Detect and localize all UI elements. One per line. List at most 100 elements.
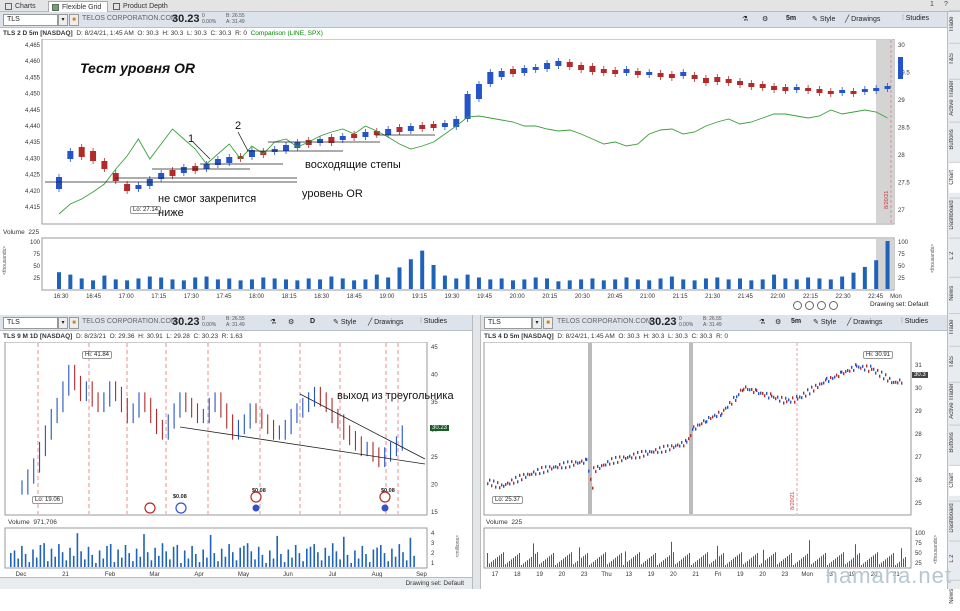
top-price-plot[interactable]: [41, 39, 895, 225]
tab-charts[interactable]: Charts: [2, 1, 44, 12]
br-volume-bar: [553, 553, 554, 567]
br-volume-bar: [821, 556, 822, 567]
bl-symbol-dropdown[interactable]: ▾: [58, 317, 68, 329]
bl-price-plot[interactable]: [4, 342, 428, 516]
side-tab-dashboard[interactable]: Dashboard: [949, 198, 960, 232]
br-drawings-button[interactable]: ╱ Drawings: [847, 319, 883, 326]
volume-bar: [454, 278, 459, 289]
comparison-spx-line: [58, 109, 888, 215]
bl-volume-plot[interactable]: [4, 527, 428, 569]
bl-volume-bar: [165, 551, 167, 567]
br-candle: [825, 378, 827, 382]
br-studies-button[interactable]: ⫶ Studies: [901, 318, 929, 325]
br-symbol-dropdown[interactable]: ▾: [532, 317, 542, 329]
side-tab-t-s[interactable]: T&S: [949, 346, 960, 377]
top-zoom-controls[interactable]: [793, 301, 863, 311]
br-volume-bar: [663, 560, 664, 567]
br-link-icon[interactable]: ■: [543, 317, 553, 329]
bl-studies-button[interactable]: ⫶ Studies: [420, 318, 448, 325]
br-candle: [537, 467, 539, 471]
candle-body: [339, 136, 346, 140]
br-volume-bar: [875, 553, 876, 567]
side-tab-active-trader[interactable]: Active Trader: [949, 382, 960, 420]
bl-volume-bar: [265, 563, 267, 567]
side-tab-buttons[interactable]: Buttons: [949, 425, 960, 459]
br-volume-bar: [789, 554, 790, 567]
symbol-input[interactable]: TLS: [3, 14, 58, 26]
flask-icon[interactable]: ⚗: [742, 16, 749, 23]
bl-flask-icon[interactable]: ⚗: [270, 319, 277, 326]
time-axis-label: 18:30: [314, 294, 330, 300]
help-button[interactable]: ?: [944, 1, 948, 8]
drawings-button[interactable]: ╱ Drawings: [845, 16, 881, 23]
candle-body: [737, 81, 743, 85]
symbol-dropdown[interactable]: ▾: [58, 14, 68, 26]
annotation-level: уровень OR: [302, 188, 363, 200]
studies-button[interactable]: ⫶ Studies: [902, 15, 930, 22]
bl-symbol-input[interactable]: TLS: [3, 317, 58, 329]
side-tab-chart[interactable]: Chart: [949, 465, 960, 496]
br-chart[interactable]: 8/20/21 31 30 29 28 27 26 25 100 75 50 25 17 18 19 2…: [481, 342, 947, 589]
side-tab-l-2[interactable]: L 2: [949, 237, 960, 272]
side-tab-trade[interactable]: Trade: [949, 10, 960, 39]
br-volume-bar: [673, 552, 674, 567]
br-volume-bar: [877, 552, 878, 567]
top-chart[interactable]: 4,465 4,460 4,455 4,450 4,445 4,440 4,435 4,430…: [0, 39, 947, 315]
link-icon[interactable]: ■: [69, 14, 79, 26]
side-tab-trade[interactable]: Trade: [949, 313, 960, 342]
side-tab-dashboard[interactable]: Dashboard: [949, 501, 960, 535]
br-candle: [781, 395, 783, 399]
side-tab-t-s[interactable]: T&S: [949, 43, 960, 74]
zoom-in-icon[interactable]: [805, 301, 814, 310]
br-candle: [592, 486, 594, 490]
br-candle: [889, 376, 891, 380]
bl-volume-bar: [191, 545, 193, 567]
br-candle: [669, 448, 671, 452]
volume-bar: [102, 275, 107, 289]
bl-style-button[interactable]: ✎ Style: [333, 319, 357, 326]
annotation-fail: не смог закрепится: [158, 193, 257, 205]
br-volume-bar: [541, 562, 542, 567]
side-tab-buttons[interactable]: Buttons: [949, 122, 960, 156]
br-gear-icon[interactable]: ⚙: [775, 319, 782, 326]
bl-volume-bar: [91, 554, 93, 567]
br-volume-bar: [757, 553, 758, 567]
bl-volume-bar: [87, 546, 90, 567]
top-drawing-set[interactable]: Drawing set: Default: [870, 301, 929, 308]
pan-icon[interactable]: [793, 301, 802, 310]
window-count[interactable]: 1: [930, 1, 934, 8]
br-style-button[interactable]: ✎ Style: [813, 319, 837, 326]
br-volume-bar: [793, 565, 794, 567]
zoom-out-icon[interactable]: [817, 301, 826, 310]
time-axis-label: 22:15: [803, 294, 819, 300]
bl-gear-icon[interactable]: ⚙: [288, 319, 295, 326]
br-volume-bar: [725, 565, 726, 567]
br-candle: [641, 450, 643, 454]
bl-timeframe-button[interactable]: D: [310, 318, 316, 325]
side-tab-news[interactable]: News: [949, 277, 960, 308]
bl-drawing-set[interactable]: Drawing set: Default: [405, 580, 464, 587]
side-tab-active-trader[interactable]: Active Trader: [949, 79, 960, 117]
time-axis-label: 18:45: [347, 294, 363, 300]
triangle-lower-line[interactable]: [179, 426, 426, 465]
triangle-upper-line[interactable]: [299, 393, 426, 460]
side-tab-chart[interactable]: Chart: [949, 162, 960, 193]
gear-icon[interactable]: ⚙: [762, 16, 769, 23]
bl-link-icon[interactable]: ■: [69, 317, 79, 329]
bl-drawings-button[interactable]: ╱ Drawings: [368, 319, 404, 326]
br-volume-bar: [889, 556, 890, 567]
br-symbol-input[interactable]: TLS: [484, 317, 532, 329]
br-timeframe-button[interactable]: 5m: [791, 318, 802, 325]
tab-product-depth[interactable]: Product Depth: [110, 1, 172, 12]
zoom-reset-icon[interactable]: [829, 301, 838, 310]
br-flask-icon[interactable]: ⚗: [759, 319, 766, 326]
bl-vol-unit: <millions>: [455, 535, 461, 558]
tab-flexible-grid[interactable]: Flexible Grid: [48, 1, 108, 12]
br-price-plot[interactable]: [483, 342, 912, 516]
timeframe-button[interactable]: 5m: [786, 15, 797, 22]
style-button[interactable]: ✎ Style: [812, 16, 836, 23]
br-candle: [714, 413, 716, 417]
br-candle: [807, 388, 809, 392]
br-volume-bar: [613, 559, 614, 567]
